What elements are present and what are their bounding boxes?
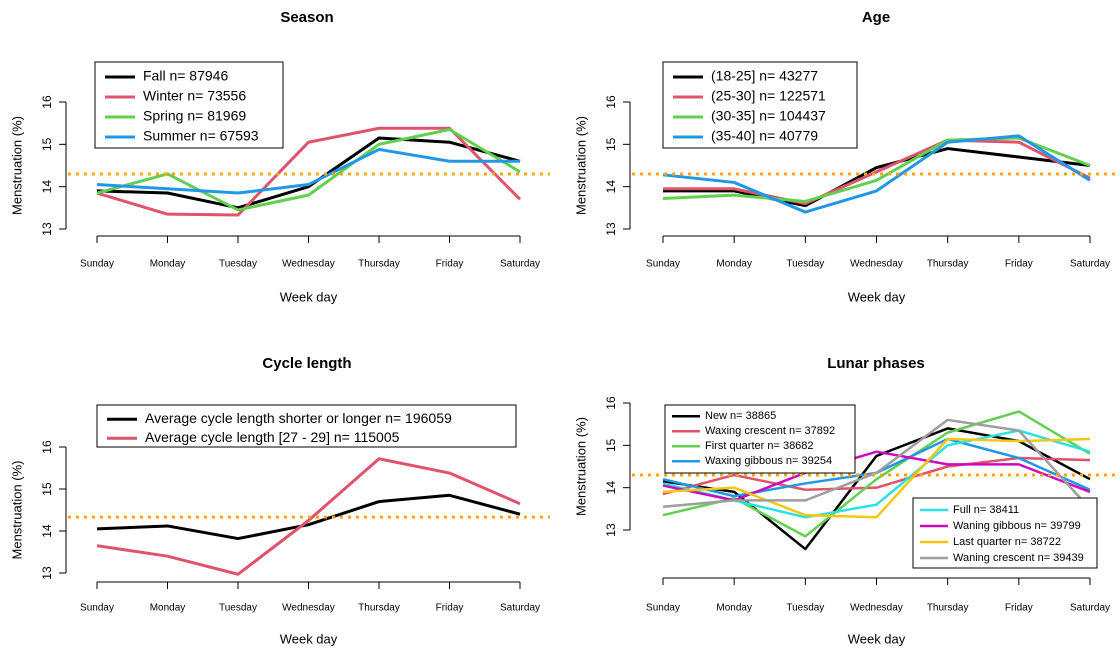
series-line xyxy=(663,147,1091,208)
legend: Average cycle length shorter or longer n… xyxy=(96,404,517,448)
legend-label: New n= 38865 xyxy=(705,410,776,422)
x-tick-label: Saturday xyxy=(500,603,540,614)
x-tick-label: Friday xyxy=(436,259,464,270)
series-line xyxy=(96,457,521,576)
legend-label: Fall n= 87946 xyxy=(143,68,228,84)
legend: Full n= 38411 Waning gibbous n= 39799 Last… xyxy=(912,497,1098,569)
legend: New n= 38865 Waxing crescent n= 37892 Firs… xyxy=(664,404,856,474)
series-line xyxy=(662,437,1091,519)
legend-label: (35-40] n= 40779 xyxy=(711,128,818,144)
y-tick-label: 15 xyxy=(604,137,618,151)
y-tick-label: 15 xyxy=(40,482,54,496)
y-tick-label: 14 xyxy=(40,524,54,538)
series-line xyxy=(96,493,521,541)
y-tick-label: 16 xyxy=(40,440,54,454)
x-tick-label: Wednesday xyxy=(282,259,335,270)
legend: Fall n= 87946 Winter n= 73556 Spring n= 81… xyxy=(94,61,284,149)
legend-label: Winter n= 73556 xyxy=(143,88,246,104)
y-tick-label: 16 xyxy=(604,95,618,109)
x-tick-label: Sunday xyxy=(646,259,680,270)
y-tick-label: 15 xyxy=(40,137,54,151)
y-tick-label: 16 xyxy=(604,396,618,410)
legend-label: (30-35] n= 104437 xyxy=(711,108,826,124)
panel: Lunar phases Week day Menstruation (%) 13 14… xyxy=(573,355,1120,646)
chart-title: Lunar phases xyxy=(827,355,925,372)
x-tick-label: Friday xyxy=(1005,259,1033,270)
y-axis-title: Menstruation (%) xyxy=(9,461,24,560)
y-tick-label: 13 xyxy=(604,222,618,236)
panel: Season Week day Menstruation (%) 13 14 15 16 Su… xyxy=(9,9,550,304)
y-tick-label: 16 xyxy=(40,95,54,109)
x-tick-label: Tuesday xyxy=(786,603,824,614)
legend-label: Last quarter n= 38722 xyxy=(953,536,1061,548)
series-line xyxy=(662,136,1091,203)
x-tick-label: Wednesday xyxy=(850,603,903,614)
x-tick-label: Saturday xyxy=(1070,603,1110,614)
x-tick-label: Monday xyxy=(150,603,186,614)
y-tick-label: 13 xyxy=(40,222,54,236)
legend-label: Average cycle length [27 - 29] n= 115005 xyxy=(145,429,400,445)
y-tick-label: 13 xyxy=(604,523,618,537)
y-axis-title: Menstruation (%) xyxy=(573,116,588,215)
panel: Cycle length Week day Menstruation (%) 13 14… xyxy=(9,355,550,646)
x-tick-label: Tuesday xyxy=(786,259,824,270)
x-tick-label: Tuesday xyxy=(219,603,257,614)
legend-box xyxy=(96,404,517,448)
x-axis-title: Week day xyxy=(848,289,906,304)
legend-label: Waxing crescent n= 37892 xyxy=(705,425,835,437)
legend-label: Waning crescent n= 39439 xyxy=(953,552,1084,564)
chart-title: Season xyxy=(280,9,333,26)
x-tick-label: Wednesday xyxy=(850,259,903,270)
x-tick-label: Thursday xyxy=(358,603,400,614)
legend-label: Full n= 38411 xyxy=(953,504,1019,516)
legend-label: Average cycle length shorter or longer n… xyxy=(145,410,452,426)
x-tick-label: Sunday xyxy=(646,603,680,614)
series-line xyxy=(662,134,1091,214)
x-tick-label: Monday xyxy=(716,259,752,270)
series-line xyxy=(662,410,1091,538)
legend-label: (18-25] n= 43277 xyxy=(711,68,818,84)
legend-label: (25-30] n= 122571 xyxy=(711,88,826,104)
legend-label: First quarter n= 38682 xyxy=(705,440,814,452)
y-tick-label: 13 xyxy=(40,566,54,580)
y-tick-label: 14 xyxy=(604,481,618,495)
x-tick-label: Wednesday xyxy=(282,603,335,614)
x-tick-label: Thursday xyxy=(927,259,969,270)
x-tick-label: Thursday xyxy=(927,603,969,614)
legend-label: Waxing gibbous n= 39254 xyxy=(705,455,832,467)
y-tick-label: 14 xyxy=(604,180,618,194)
x-tick-label: Tuesday xyxy=(219,259,257,270)
chart-title: Age xyxy=(862,9,890,26)
chart-title: Cycle length xyxy=(262,355,351,372)
y-tick-label: 15 xyxy=(604,438,618,452)
legend-label: Summer n= 67593 xyxy=(143,128,259,144)
x-tick-label: Thursday xyxy=(358,259,400,270)
panel: Age Week day Menstruation (%) 13 14 15 16 Sunda… xyxy=(573,9,1120,304)
series-line xyxy=(663,138,1091,206)
series-line xyxy=(662,418,1091,510)
y-tick-label: 14 xyxy=(40,180,54,194)
series-line xyxy=(96,136,521,210)
y-axis-title: Menstruation (%) xyxy=(573,417,588,516)
x-tick-label: Saturday xyxy=(1070,259,1110,270)
x-tick-label: Saturday xyxy=(500,259,540,270)
x-tick-label: Monday xyxy=(716,603,752,614)
legend: (18-25] n= 43277 (25-30] n= 122571 (30-35]… xyxy=(662,61,858,149)
x-tick-label: Friday xyxy=(1005,603,1033,614)
x-tick-label: Sunday xyxy=(80,603,114,614)
x-axis-title: Week day xyxy=(280,631,338,646)
legend-label: Spring n= 81969 xyxy=(143,108,246,124)
x-tick-label: Monday xyxy=(150,259,186,270)
series-line xyxy=(96,128,521,212)
legend-label: Waning gibbous n= 39799 xyxy=(953,520,1081,532)
x-axis-title: Week day xyxy=(280,289,338,304)
y-axis-title: Menstruation (%) xyxy=(9,116,24,215)
x-tick-label: Friday xyxy=(436,603,464,614)
x-tick-label: Sunday xyxy=(80,259,114,270)
series-line xyxy=(96,147,520,195)
x-axis-title: Week day xyxy=(848,631,906,646)
